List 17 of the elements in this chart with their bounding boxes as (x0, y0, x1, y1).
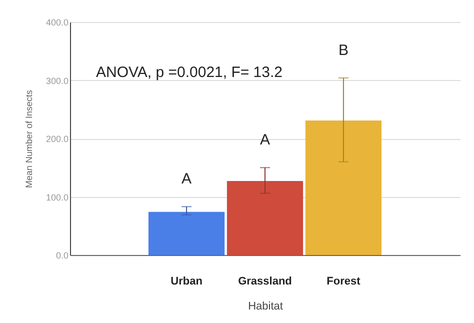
bar (305, 120, 382, 255)
annotation: ANOVA, p =0.0021, F= 13.2 (96, 64, 283, 81)
y-tick-label: 300.0 (46, 76, 68, 86)
annotation: B (338, 42, 348, 59)
y-tick-label: 0.0 (56, 250, 68, 260)
x-axis-title: Habitat (248, 300, 283, 312)
annotation: A (260, 132, 270, 149)
bar (148, 212, 225, 255)
x-tick-label: Urban (170, 276, 203, 288)
y-tick-label: 400.0 (46, 18, 68, 28)
y-tick-label: 200.0 (46, 134, 68, 144)
x-tick-label: Forest (326, 276, 361, 288)
y-axis-title: Mean Number of Insects (24, 89, 34, 188)
y-tick-label: 100.0 (46, 192, 68, 202)
bar (226, 181, 304, 255)
x-tick-label: Grassland (238, 276, 292, 288)
annotation: A (182, 170, 192, 188)
